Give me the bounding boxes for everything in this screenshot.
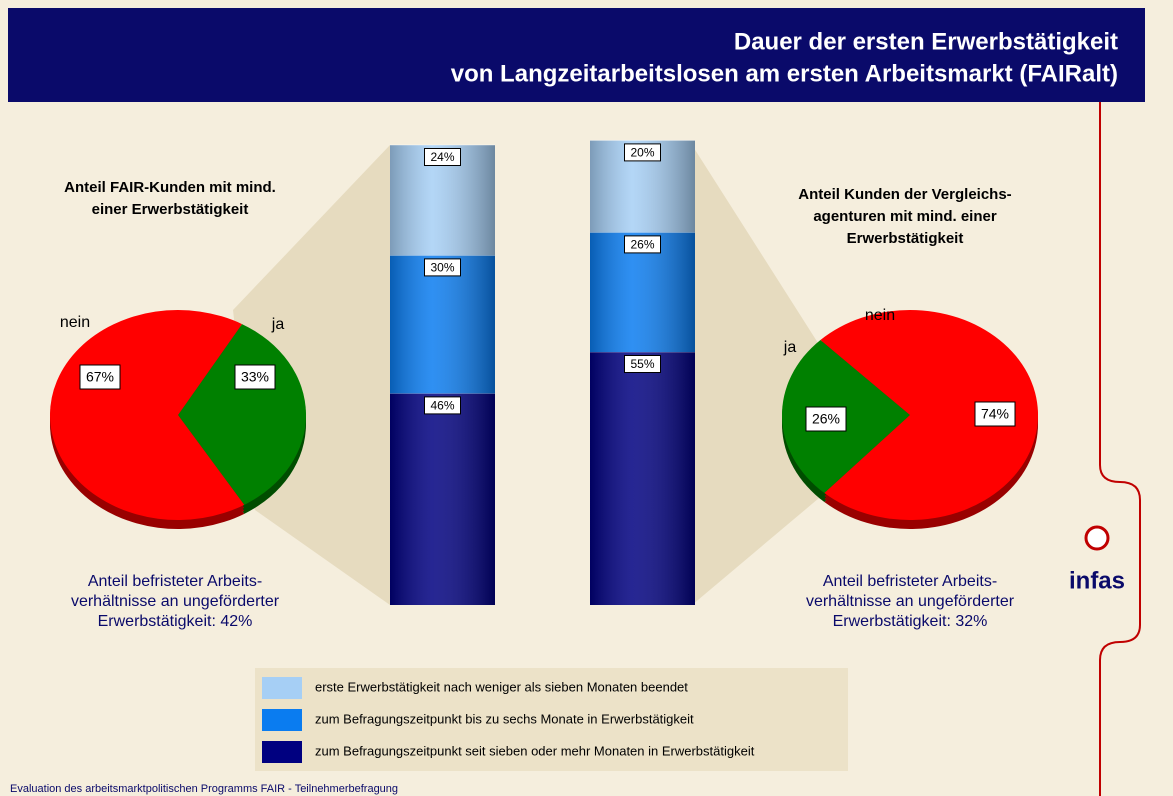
pie-title: Anteil FAIR-Kunden mit mind. bbox=[64, 179, 276, 196]
pie-title: Erwerbstätigkeit bbox=[847, 230, 964, 247]
pie-title: Anteil Kunden der Vergleichs- bbox=[798, 186, 1011, 203]
divider-line bbox=[1099, 102, 1141, 796]
bar-shade bbox=[390, 393, 495, 605]
bar-label: 24% bbox=[430, 150, 454, 164]
title: Dauer der ersten Erwerbstätigkeit bbox=[734, 28, 1118, 55]
pie-note: Erwerbstätigkeit: 42% bbox=[98, 613, 253, 630]
pie-slice bbox=[50, 310, 245, 520]
slice-label-box bbox=[805, 406, 847, 432]
bar-label-box bbox=[424, 148, 461, 166]
logo-mark bbox=[1084, 525, 1110, 551]
legend-label: zum Befragungszeitpunkt bis zu sechs Mon… bbox=[315, 711, 694, 726]
slice-label: 67% bbox=[86, 369, 114, 385]
slice-label: 74% bbox=[981, 406, 1009, 422]
bar-label: 55% bbox=[630, 357, 654, 371]
logo: infas bbox=[1069, 567, 1125, 594]
legend-swatch bbox=[262, 709, 302, 731]
slice-name: nein bbox=[865, 307, 895, 324]
bar-label: 26% bbox=[630, 238, 654, 252]
legend-swatch bbox=[262, 677, 302, 699]
title: von Langzeitarbeitslosen am ersten Arbei… bbox=[451, 60, 1118, 87]
pie-note: verhältnisse an ungeförderter bbox=[806, 593, 1015, 610]
bar-label-box bbox=[424, 396, 461, 415]
bar-label: 30% bbox=[430, 261, 454, 275]
slice-name: ja bbox=[783, 339, 797, 356]
legend-box bbox=[255, 668, 848, 771]
slice-label-box bbox=[234, 364, 276, 390]
bar-label-box bbox=[624, 235, 661, 254]
connector bbox=[692, 145, 825, 605]
pie-title: einer Erwerbstätigkeit bbox=[92, 201, 249, 218]
legend-label: erste Erwerbstätigkeit nach weniger als … bbox=[315, 679, 688, 694]
bar-label: 20% bbox=[630, 146, 654, 160]
bar-shade bbox=[390, 255, 495, 394]
slice-label-box bbox=[79, 364, 121, 390]
bar-label: 46% bbox=[430, 399, 454, 413]
bar-label-box bbox=[624, 143, 661, 162]
legend-label: zum Befragungszeitpunkt seit sieben oder… bbox=[315, 743, 755, 758]
legend-swatch bbox=[262, 741, 302, 763]
pie-note: Anteil befristeter Arbeits- bbox=[88, 573, 262, 590]
header-bar bbox=[8, 8, 1145, 102]
slice-name: nein bbox=[60, 314, 90, 331]
slice-name: ja bbox=[271, 316, 285, 333]
bar-label-box bbox=[624, 355, 661, 373]
slice-label: 33% bbox=[241, 369, 269, 385]
pie-note: verhältnisse an ungeförderter bbox=[71, 593, 280, 610]
pie-slice bbox=[820, 310, 1038, 521]
pie-note: Anteil befristeter Arbeits- bbox=[823, 573, 997, 590]
pie-note: Erwerbstätigkeit: 32% bbox=[833, 613, 988, 630]
footer: Evaluation des arbeitsmarktpolitischen P… bbox=[10, 783, 398, 795]
slice-label: 26% bbox=[812, 411, 840, 427]
slice-label-box bbox=[974, 401, 1016, 427]
bar-label-box bbox=[424, 258, 461, 277]
pie-title: agenturen mit mind. einer bbox=[813, 208, 997, 225]
bar-shade bbox=[590, 352, 695, 605]
